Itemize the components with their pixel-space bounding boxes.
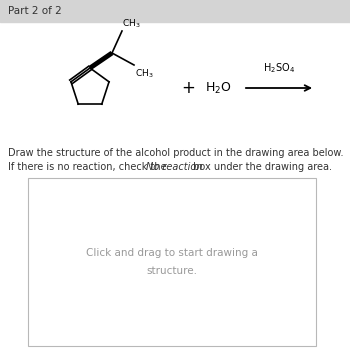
Bar <box>28 178 316 346</box>
Text: If there is no reaction, check the: If there is no reaction, check the <box>8 162 170 172</box>
Text: box under the drawing area.: box under the drawing area. <box>190 162 332 172</box>
Text: Draw the structure of the alcohol product in the drawing area below.: Draw the structure of the alcohol produc… <box>8 148 343 158</box>
Text: $\mathregular{CH_3}$: $\mathregular{CH_3}$ <box>122 17 141 30</box>
Text: +: + <box>181 79 195 97</box>
Text: $\mathregular{CH_3}$: $\mathregular{CH_3}$ <box>135 67 154 80</box>
Text: $\mathregular{H_2SO_4}$: $\mathregular{H_2SO_4}$ <box>263 61 295 75</box>
Text: Part 2 of 2: Part 2 of 2 <box>8 6 62 16</box>
Text: structure.: structure. <box>147 266 197 276</box>
Text: $\mathregular{H_2O}$: $\mathregular{H_2O}$ <box>205 80 231 96</box>
Text: No reaction: No reaction <box>146 162 203 172</box>
Text: Click and drag to start drawing a: Click and drag to start drawing a <box>86 248 258 258</box>
Bar <box>0 0 350 22</box>
